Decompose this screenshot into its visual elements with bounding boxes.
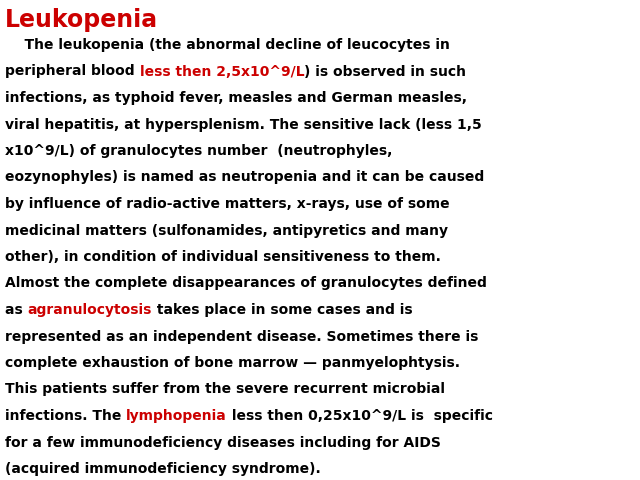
- Text: The leukopenia (the abnormal decline of leucocytes in: The leukopenia (the abnormal decline of …: [5, 38, 450, 52]
- Text: agranulocytosis: agranulocytosis: [28, 303, 152, 317]
- Text: less then 2,5x10^9/L: less then 2,5x10^9/L: [140, 64, 304, 79]
- Text: complete exhaustion of bone marrow — panmyelophtysis.: complete exhaustion of bone marrow — pan…: [5, 356, 460, 370]
- Text: other), in condition of individual sensitiveness to them.: other), in condition of individual sensi…: [5, 250, 441, 264]
- Text: infections. The: infections. The: [5, 409, 126, 423]
- Text: less then 0,25x10^9/L is  specific: less then 0,25x10^9/L is specific: [227, 409, 493, 423]
- Text: by influence of radio-active matters, x-rays, use of some: by influence of radio-active matters, x-…: [5, 197, 450, 211]
- Text: infections, as typhoid fever, measles and German measles,: infections, as typhoid fever, measles an…: [5, 91, 467, 105]
- Text: eozynophyles) is named as neutropenia and it can be caused: eozynophyles) is named as neutropenia an…: [5, 170, 484, 184]
- Text: viral hepatitis, at hypersplenism. The sensitive lack (less 1,5: viral hepatitis, at hypersplenism. The s…: [5, 118, 482, 132]
- Text: (acquired immunodeficiency syndrome).: (acquired immunodeficiency syndrome).: [5, 462, 321, 476]
- Text: medicinal matters (sulfonamides, antipyretics and many: medicinal matters (sulfonamides, antipyr…: [5, 224, 448, 238]
- Text: as: as: [5, 303, 28, 317]
- Text: takes place in some cases and is: takes place in some cases and is: [152, 303, 413, 317]
- Text: peripheral blood: peripheral blood: [5, 64, 140, 79]
- Text: for a few immunodeficiency diseases including for AIDS: for a few immunodeficiency diseases incl…: [5, 435, 441, 449]
- Text: represented as an independent disease. Sometimes there is: represented as an independent disease. S…: [5, 329, 478, 344]
- Text: Almost the complete disappearances of granulocytes defined: Almost the complete disappearances of gr…: [5, 276, 487, 290]
- Text: ) is observed in such: ) is observed in such: [304, 64, 466, 79]
- Text: x10^9/L) of granulocytes number  (neutrophyles,: x10^9/L) of granulocytes number (neutrop…: [5, 144, 392, 158]
- Text: Leukopenia: Leukopenia: [5, 8, 158, 32]
- Text: lymphopenia: lymphopenia: [126, 409, 227, 423]
- Text: This patients suffer from the severe recurrent microbial: This patients suffer from the severe rec…: [5, 383, 445, 396]
